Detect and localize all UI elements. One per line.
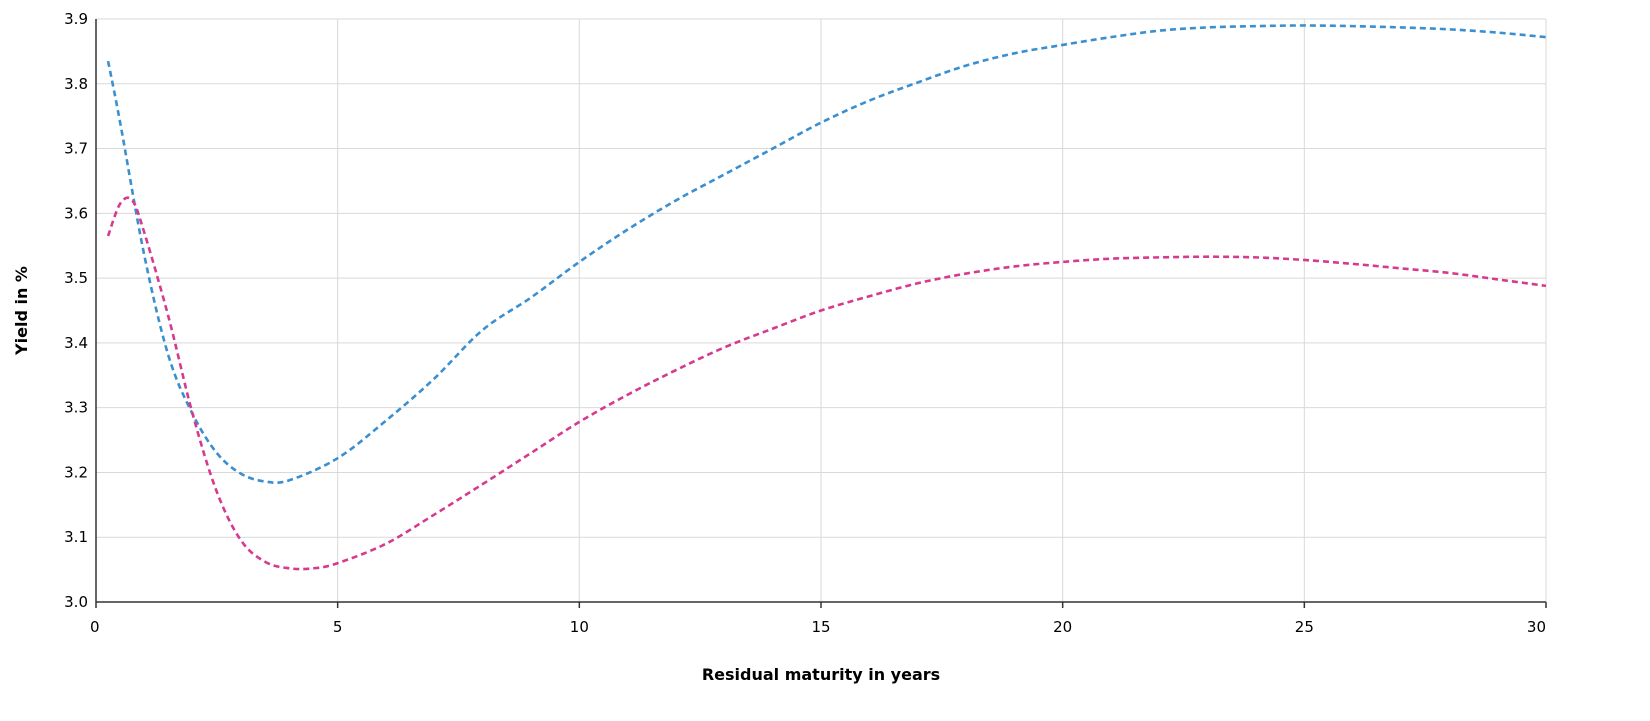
series-layer (106, 24, 1547, 571)
y-tick-label: 3.3 (64, 399, 88, 417)
y-tick-label: 3.0 (64, 593, 88, 611)
x-tick-label: 5 (333, 618, 343, 636)
y-axis-title: Yield in % (12, 266, 31, 356)
y-tick-label: 3.9 (64, 10, 88, 28)
x-tick-label: 10 (570, 618, 589, 636)
x-tick-label: 30 (1527, 618, 1546, 636)
y-tick-label: 3.7 (64, 140, 88, 158)
x-tick-label: 25 (1295, 618, 1314, 636)
series-line-2 (106, 196, 1547, 571)
x-tick-label: 20 (1053, 618, 1072, 636)
y-tick-label: 3.5 (64, 269, 88, 287)
grid (96, 18, 1547, 602)
x-axis-title: Residual maturity in years (702, 665, 940, 684)
y-tick-label: 3.2 (64, 463, 88, 481)
series-line-1 (106, 24, 1547, 485)
y-tick-label: 3.6 (64, 204, 88, 222)
y-tick-label: 3.1 (64, 528, 88, 546)
x-tick-label: 15 (811, 618, 830, 636)
y-tick-label: 3.4 (64, 334, 88, 352)
axes: 3.0 3.1 3.2 3.3 3.4 3.5 3.6 3.7 3.8 3.9 0 5 10 15 20 25… (64, 10, 1547, 636)
x-tick-label: 0 (90, 618, 100, 636)
y-tick-label: 3.8 (64, 75, 88, 93)
